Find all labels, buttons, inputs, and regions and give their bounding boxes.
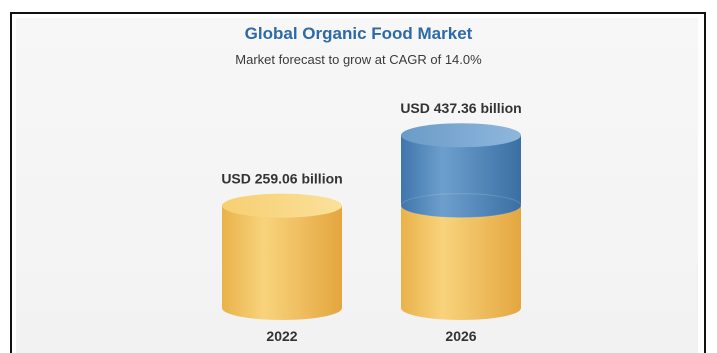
value-label-2026: USD 437.36 billion bbox=[400, 100, 521, 116]
chart-frame bbox=[10, 12, 706, 353]
chart-subtitle: Market forecast to grow at CAGR of 14.0% bbox=[235, 52, 482, 67]
bar-2026-top bbox=[401, 123, 521, 148]
bar-2026-split bbox=[400, 193, 522, 219]
value-label-2022: USD 259.06 billion bbox=[221, 171, 342, 187]
bar-2026-growth bbox=[401, 135, 521, 218]
category-label-2022: 2022 bbox=[266, 328, 297, 344]
chart-title: Global Organic Food Market bbox=[244, 24, 473, 43]
bar-2026-base bbox=[401, 205, 521, 320]
category-label-2026: 2026 bbox=[445, 328, 476, 344]
chart-panel bbox=[16, 18, 698, 353]
bar-2022-top bbox=[222, 193, 342, 218]
bar-2022 bbox=[222, 205, 342, 320]
